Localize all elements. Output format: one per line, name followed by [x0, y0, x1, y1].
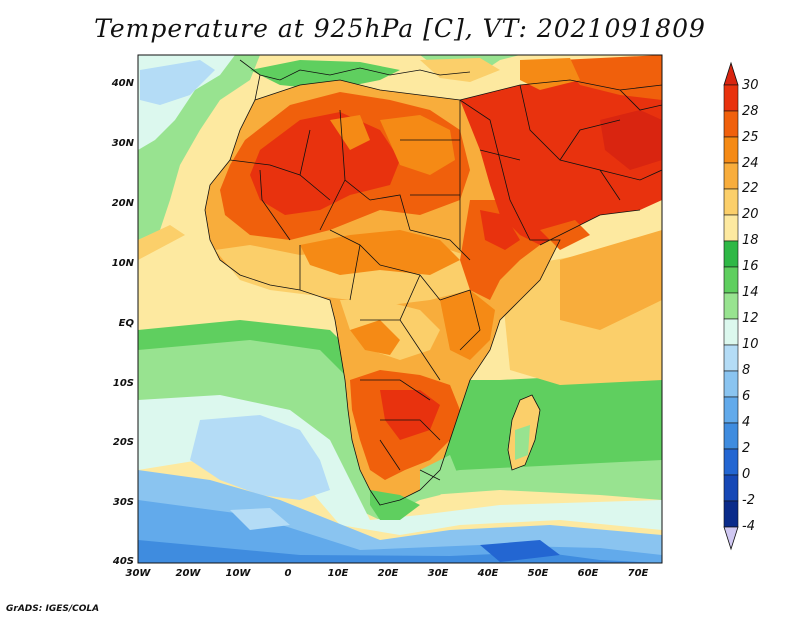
colorbar-swatch: [723, 422, 739, 450]
lon-label: 20W: [175, 568, 201, 579]
colorbar-swatch: [723, 214, 739, 242]
colorbar-swatch: [723, 370, 739, 398]
lon-label: 60E: [577, 568, 599, 579]
colorbar-bottom-arrow: [723, 526, 739, 551]
colorbar-swatch: [723, 448, 739, 476]
colorbar-top-arrow: [723, 61, 739, 86]
colorbar-label: 6: [742, 389, 751, 404]
lat-label: 30N: [111, 138, 134, 149]
colorbar-swatch: [723, 162, 739, 190]
lon-label: 10W: [225, 568, 251, 579]
colorbar-label: 16: [742, 259, 759, 274]
colorbar-swatch: [723, 240, 739, 268]
colorbar-label: 18: [742, 233, 759, 248]
lon-label: 40E: [477, 568, 499, 579]
lon-label: 20E: [377, 568, 399, 579]
colorbar-swatch: [723, 396, 739, 424]
colorbar-label: 22: [742, 181, 759, 196]
lat-label: 20S: [112, 437, 134, 448]
colorbar-swatch: [723, 318, 739, 346]
chart-title: Temperature at 925hPa [C], VT: 202109180…: [94, 14, 706, 43]
lon-label: 0: [284, 568, 292, 579]
colorbar-label: 30: [742, 78, 759, 93]
colorbar-label: 28: [742, 104, 759, 119]
map-field: [138, 55, 662, 563]
colorbar-swatch: [723, 474, 739, 502]
colorbar-swatch: [723, 188, 739, 216]
lon-label: 30W: [125, 568, 151, 579]
colorbar-swatch: [723, 110, 739, 138]
colorbar-label: 4: [742, 415, 751, 430]
colorbar-label: 25: [742, 130, 759, 145]
colorbar-label: 0: [742, 467, 751, 482]
colorbar-swatch: [723, 292, 739, 320]
colorbar-label: 14: [742, 285, 759, 300]
colorbar-label: 2: [742, 441, 751, 456]
lon-label: 50E: [527, 568, 549, 579]
colorbar-label: 20: [742, 207, 759, 222]
colorbar: [723, 61, 739, 551]
colorbar-label: 24: [742, 156, 759, 171]
colorbar-swatch: [723, 136, 739, 164]
colorbar-swatch: [723, 84, 739, 112]
colorbar-swatch: [723, 500, 739, 528]
lat-label: 40N: [111, 78, 134, 89]
colorbar-label: -4: [742, 519, 755, 534]
lon-label: 70E: [627, 568, 649, 579]
colorbar-label: 12: [742, 311, 759, 326]
colorbar-label: -2: [742, 493, 755, 508]
lat-label: 40S: [112, 556, 134, 567]
lat-label: 10S: [112, 378, 134, 389]
credit-text: GrADS: IGES/COLA: [6, 604, 100, 614]
lon-label: 10E: [327, 568, 349, 579]
colorbar-label: 10: [742, 337, 759, 352]
lat-label: 10N: [111, 258, 134, 269]
colorbar-swatch: [723, 266, 739, 294]
lat-label: 30S: [112, 497, 134, 508]
lat-label: EQ: [118, 318, 134, 329]
lat-label: 20N: [111, 198, 134, 209]
colorbar-swatch: [723, 344, 739, 372]
colorbar-label: 8: [742, 363, 751, 378]
lon-label: 30E: [427, 568, 449, 579]
